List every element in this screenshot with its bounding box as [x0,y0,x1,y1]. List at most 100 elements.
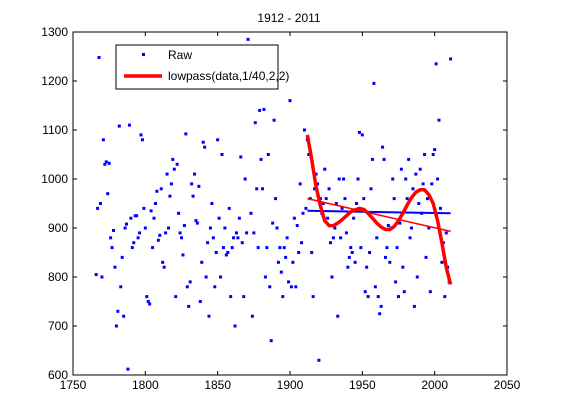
raw-data-point [443,295,447,299]
raw-data-point [262,107,266,111]
raw-data-point [117,124,121,128]
raw-data-point [122,314,126,318]
raw-data-point [391,177,395,181]
raw-data-point [96,206,100,210]
raw-data-point [140,138,144,142]
raw-data-point [350,251,354,254]
raw-data-point [226,251,230,254]
raw-data-point [271,221,275,225]
y-tick-label: 1100 [42,123,68,137]
y-tick-label: 600 [48,368,68,382]
raw-data-point [421,182,425,186]
raw-data-point [276,260,280,264]
raw-data-point [136,236,140,240]
raw-data-point [197,184,201,188]
raw-data-point [146,300,150,303]
legend: Raw lowpass(data,1/40,2,2) [115,44,289,90]
raw-data-point [151,246,155,250]
raw-data-point [232,236,236,240]
raw-data-point [349,246,353,250]
chart-title: 1912 - 2011 [257,11,320,25]
y-tick-label: 1300 [41,25,68,39]
raw-data-point [295,224,299,228]
raw-data-point [353,260,357,264]
raw-data-point [213,285,217,289]
raw-data-point [405,197,409,201]
raw-data-point [269,339,273,343]
raw-data-point [440,260,444,264]
raw-data-point [164,231,168,235]
raw-data-point [177,211,181,215]
axis-ticks: 1750 1800 1850 1900 1950 2000 2050 600 700 800 900… [41,25,520,392]
raw-data-point [203,145,207,149]
raw-data-point [346,265,350,269]
raw-data-point [336,314,340,318]
raw-data-point [436,177,440,181]
raw-data-point [414,172,418,176]
raw-data-point [224,253,228,257]
raw-data-point [412,304,416,308]
raw-data-point [240,241,244,245]
raw-data-point [379,304,383,308]
raw-data-point [274,197,278,201]
raw-data-point [334,202,338,205]
raw-data-point [263,275,267,279]
raw-data-point [143,226,147,230]
raw-data-point [342,177,346,181]
legend-lowpass-label: lowpass(data,1/40,2,2) [168,69,289,83]
y-tick-label: 800 [48,270,68,284]
raw-data-point [347,255,351,259]
raw-data-point [171,157,175,161]
raw-data-point [182,224,186,228]
raw-data-point [423,153,427,156]
raw-data-point [428,290,432,294]
raw-data-point [242,295,246,299]
raw-data-point [292,216,296,220]
raw-data-point [394,280,398,284]
raw-data-point [433,148,437,152]
raw-data-point [375,236,379,240]
raw-data-point [398,221,402,225]
raw-data-point [149,209,153,213]
raw-data-point [230,246,234,250]
raw-data-point [302,128,306,132]
raw-data-point [386,224,390,228]
raw-data-point [331,236,335,240]
raw-data-point [98,202,102,205]
raw-data-point [195,221,199,225]
raw-data-point [221,246,225,250]
raw-data-point [155,189,159,193]
raw-data-point [376,295,380,299]
x-tick-label: 1800 [132,378,159,392]
raw-data-point [243,177,247,181]
y-tick-label: 1000 [41,172,68,186]
raw-data-point [159,187,163,191]
raw-data-point [145,295,149,299]
raw-data-point [368,251,372,254]
raw-data-point [288,99,292,103]
raw-data-point [340,206,344,210]
raw-data-point [162,265,166,269]
raw-data-point [119,285,123,289]
raw-data-point [339,236,343,240]
raw-data-point [362,197,366,201]
raw-data-point [148,302,152,306]
raw-data-point [237,216,241,220]
raw-data-point [434,62,438,66]
raw-data-point [181,253,185,257]
raw-data-point [363,290,367,294]
raw-data-point [201,140,205,144]
raw-data-point [132,241,136,245]
raw-data-point [100,275,104,279]
raw-data-point [184,132,188,136]
raw-data-point [101,138,105,142]
raw-data-point [210,202,214,205]
x-tick-label: 1950 [349,378,376,392]
raw-data-point [266,153,270,156]
raw-data-point [275,226,279,230]
raw-data-point [135,214,139,218]
raw-data-point [161,260,165,264]
raw-data-point [298,182,302,186]
raw-data-point [261,187,265,191]
